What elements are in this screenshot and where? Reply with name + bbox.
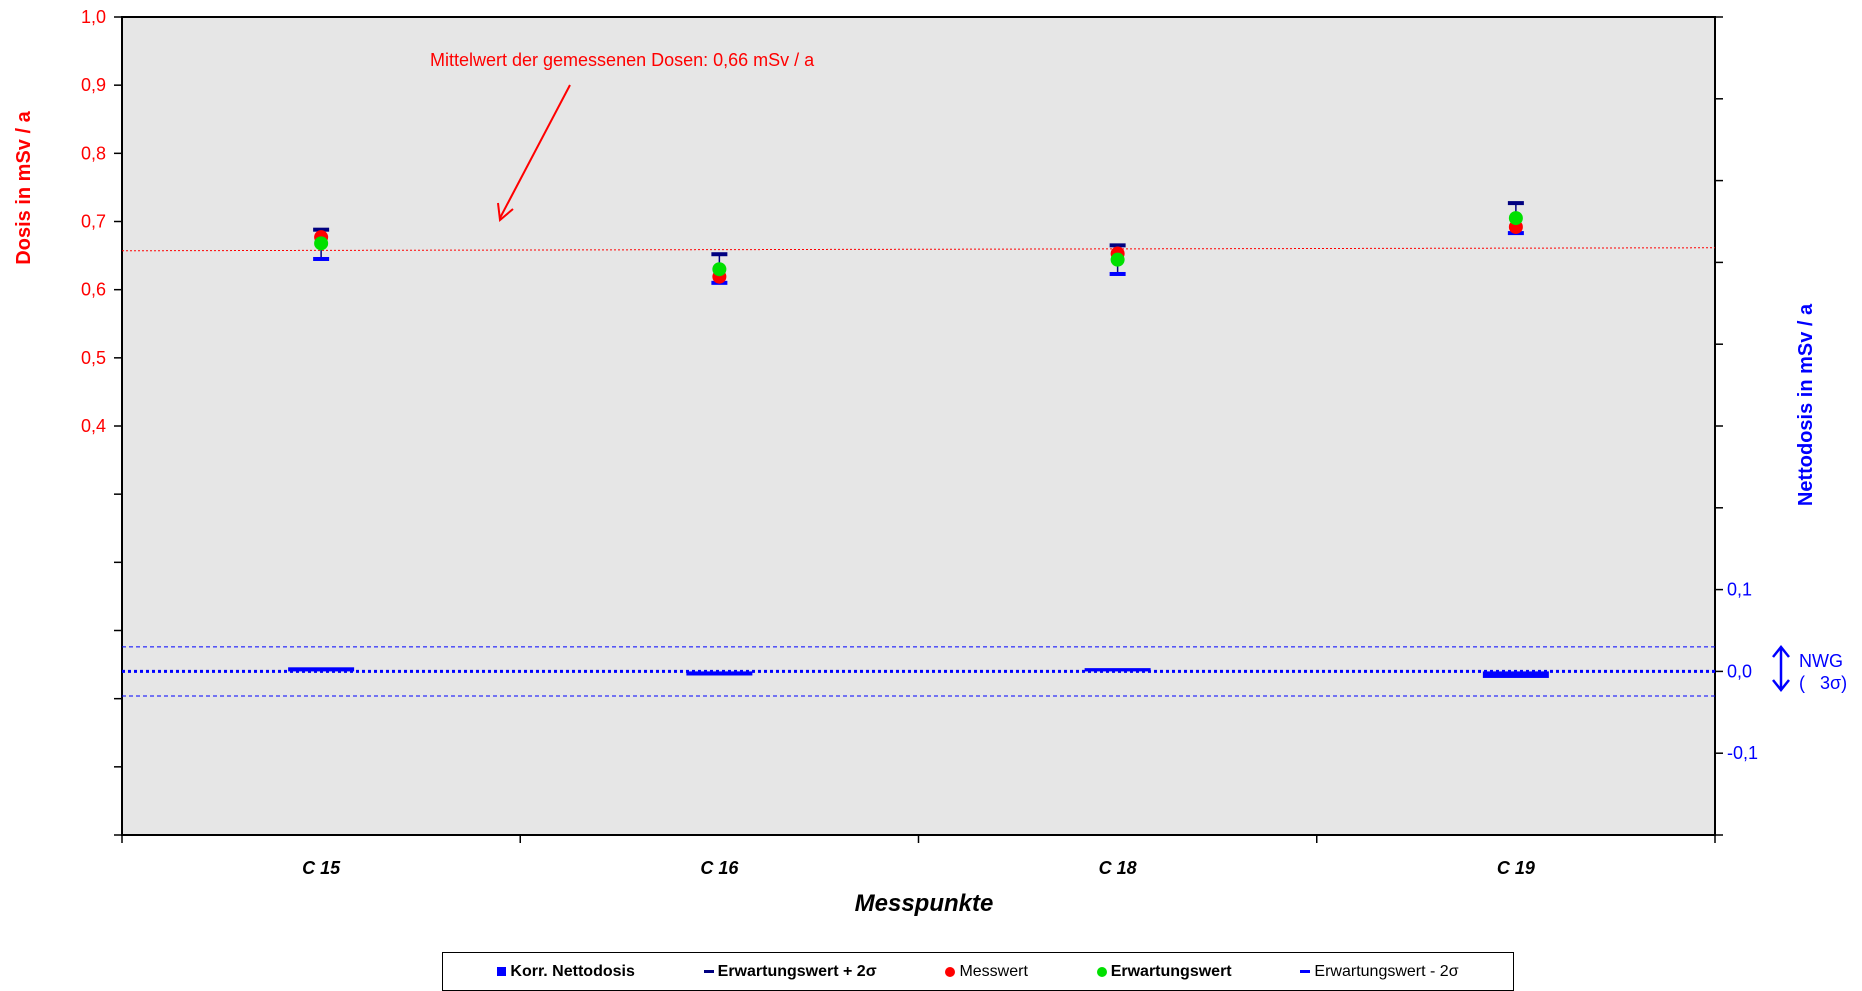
- left-tick-label: 0,8: [81, 143, 106, 163]
- y-axis-right-title: Nettodosis in mSv / a: [1795, 303, 1817, 506]
- mean-line: [121, 247, 1716, 252]
- x-tick-label: C 19: [1497, 858, 1535, 878]
- x-axis-title: Messpunkte: [855, 890, 994, 917]
- y-axis-left-title: Dosis in mSv / a: [13, 110, 35, 264]
- nwg-label: NWG: [1799, 651, 1843, 671]
- left-tick-label: 0,9: [81, 75, 106, 95]
- legend-item: Erwartungswert: [1096, 962, 1232, 981]
- left-tick-label: 0,7: [81, 212, 106, 232]
- nwg-sigma-label: ( 3σ): [1799, 673, 1847, 693]
- annotation-arrow: [497, 84, 571, 222]
- lower-2sigma-mark: [1109, 271, 1126, 276]
- legend-swatch: [1300, 970, 1311, 973]
- net-dose-bar: [288, 667, 355, 672]
- left-tick-label: 1,0: [81, 7, 106, 27]
- legend-swatch: [1096, 966, 1107, 977]
- legend-swatch: [703, 970, 714, 973]
- legend-item: Messwert: [945, 962, 1028, 981]
- x-tick-label: C 16: [700, 858, 739, 878]
- x-axis-ticks: C 15 C 16 C 18 C 19: [121, 835, 1716, 878]
- legend-label: Erwartungswert: [1110, 962, 1232, 980]
- left-tick-label: 0,6: [81, 280, 106, 300]
- legend-label: Korr. Nettodosis: [510, 962, 635, 980]
- legend-swatch: [945, 966, 956, 977]
- data-marks: [288, 201, 1549, 678]
- legend-label: Erwartungswert + 2σ: [717, 962, 877, 980]
- plot-area: [121, 16, 1716, 836]
- upper-2sigma-mark: [711, 252, 728, 257]
- right-tick-label: 0,0: [1727, 661, 1752, 681]
- upper-2sigma-mark: [313, 227, 330, 232]
- mean-annotation: Mittelwert der gemessenen Dosen: 0,66 mS…: [430, 50, 815, 70]
- legend-swatch: [497, 967, 507, 976]
- right-tick-label: -0,1: [1727, 743, 1758, 763]
- expected-point: [314, 236, 329, 251]
- legend: Korr. Nettodosis Erwartungswert + 2σ Messw…: [442, 952, 1514, 991]
- left-tick-label: 0,4: [81, 416, 106, 436]
- expected-point: [712, 262, 727, 277]
- legend-item: Korr. Nettodosis: [497, 962, 635, 981]
- legend-label: Erwartungswert - 2σ: [1314, 962, 1459, 980]
- net-dose-bar: [1482, 671, 1549, 678]
- right-axis-ticks: 0,1 0,0 -0,1: [1715, 16, 1758, 836]
- upper-2sigma-mark: [1507, 201, 1524, 206]
- legend-item: Erwartungswert + 2σ: [703, 962, 877, 981]
- legend-label: Messwert: [959, 962, 1028, 980]
- net-dose-bar: [1084, 668, 1151, 672]
- right-tick-label: 0,1: [1727, 580, 1752, 600]
- reference-lines: [121, 247, 1716, 697]
- left-axis-ticks: 1,0 0,9 0,8 0,7 0,6 0,5 0,4: [81, 7, 122, 836]
- x-tick-label: C 15: [302, 858, 341, 878]
- lower-2sigma-mark: [313, 256, 330, 261]
- upper-2sigma-mark: [1109, 243, 1126, 248]
- legend-item: Erwartungswert - 2σ: [1300, 962, 1459, 981]
- left-tick-label: 0,5: [81, 348, 106, 368]
- x-tick-label: C 18: [1099, 858, 1137, 878]
- net-dose-bar: [686, 671, 753, 676]
- chart-svg: 1,00,90,80,70,60,50,4 0,10,0-0,1 C 15 C 1…: [13, 7, 1847, 917]
- expected-point: [1508, 211, 1523, 226]
- nwg-arrow-icon: [1772, 644, 1790, 693]
- expected-point: [1110, 252, 1125, 267]
